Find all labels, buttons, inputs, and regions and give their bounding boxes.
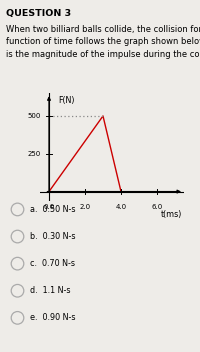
Text: 4.0: 4.0 <box>115 204 127 210</box>
Text: b.  0.30 N-s: b. 0.30 N-s <box>30 232 76 241</box>
Text: When two billiard balls collide, the collision force as a
function of time follo: When two billiard balls collide, the col… <box>6 25 200 59</box>
Text: 250: 250 <box>28 151 41 157</box>
Text: c.  0.70 N-s: c. 0.70 N-s <box>30 259 75 268</box>
Text: 0.0: 0.0 <box>43 204 55 210</box>
Text: QUESTION 3: QUESTION 3 <box>6 9 71 18</box>
Text: a.  0.50 N-s: a. 0.50 N-s <box>30 205 76 214</box>
Text: e.  0.90 N-s: e. 0.90 N-s <box>30 313 76 322</box>
Text: t(ms): t(ms) <box>161 210 182 219</box>
Text: F(N): F(N) <box>58 96 74 105</box>
Text: 6.0: 6.0 <box>151 204 163 210</box>
Text: 500: 500 <box>28 113 41 119</box>
Text: 2.0: 2.0 <box>79 204 91 210</box>
Text: d.  1.1 N-s: d. 1.1 N-s <box>30 286 70 295</box>
